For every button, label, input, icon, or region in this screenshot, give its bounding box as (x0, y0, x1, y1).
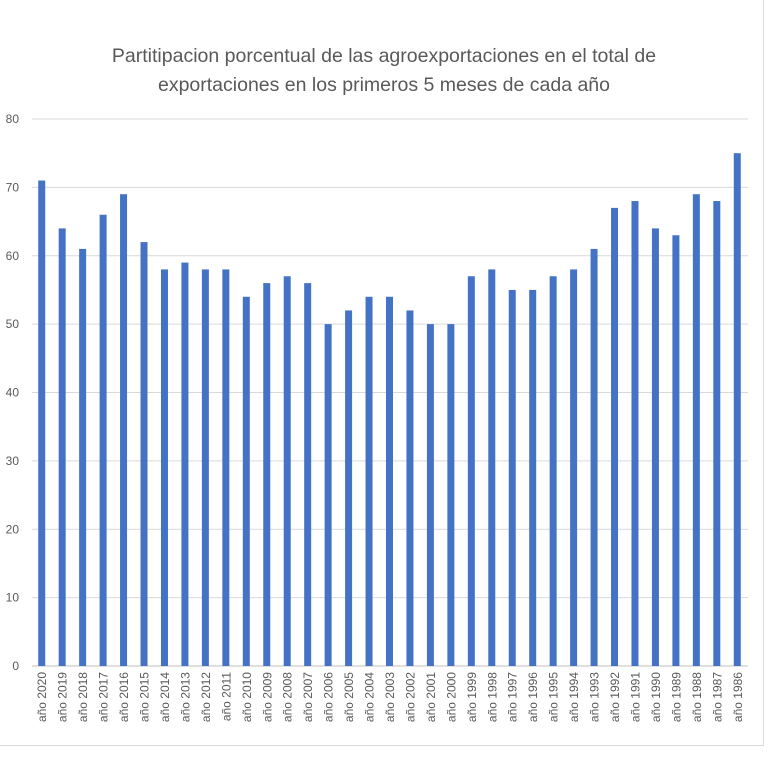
bar (201, 269, 209, 666)
x-tick-label: año 2007 (301, 672, 315, 722)
x-tick-label: año 2017 (97, 672, 111, 722)
x-tick-label: año 2000 (444, 672, 458, 722)
x-tick-label: año 1987 (710, 672, 724, 722)
x-tick-label: año 1990 (649, 672, 663, 722)
x-tick-label: año 2013 (178, 672, 192, 722)
x-tick-label: año 1997 (506, 672, 520, 722)
x-tick-label: año 2006 (322, 672, 336, 722)
x-tick-label: año 2004 (363, 672, 377, 722)
y-tick-label: 0 (12, 659, 19, 673)
bar (672, 235, 680, 667)
chart-title: Partitipacion porcentual de las agroexpo… (0, 42, 768, 100)
x-tick-label: año 1994 (567, 672, 581, 722)
bar (549, 276, 557, 666)
bar (181, 262, 189, 666)
bar (488, 269, 496, 666)
bar (692, 194, 700, 666)
bar (529, 289, 537, 666)
bar (58, 228, 66, 666)
bar (386, 296, 393, 666)
bar (713, 201, 721, 667)
y-tick-label: 70 (6, 180, 20, 194)
x-tick-label: año 2012 (199, 672, 213, 722)
x-tick-label: año 2001 (424, 672, 438, 722)
bar (283, 276, 291, 666)
bar (140, 242, 148, 666)
bar (345, 310, 353, 666)
x-tick-label: año 1999 (465, 672, 479, 722)
bar (508, 289, 516, 666)
bar (406, 310, 414, 666)
chart-title-line-2: exportaciones en los primeros 5 meses de… (157, 74, 610, 96)
x-tick-label: año 2019 (56, 672, 70, 722)
bar (38, 180, 46, 666)
y-tick-label: 30 (6, 454, 20, 468)
chart-title-line-1: Partitipacion porcentual de las agroexpo… (111, 45, 657, 67)
y-tick-label: 60 (6, 249, 20, 263)
bar (365, 296, 373, 666)
y-tick-label: 20 (6, 522, 20, 536)
x-tick-label: año 2011 (219, 672, 233, 721)
chart-frame (0, 0, 764, 746)
y-tick-label: 50 (6, 317, 20, 331)
x-tick-label: año 1991 (628, 672, 642, 722)
x-tick-label: año 2014 (158, 672, 172, 722)
bar (467, 276, 475, 666)
bar (263, 283, 271, 666)
bar (651, 228, 659, 666)
bar (611, 207, 619, 666)
bar (426, 324, 434, 666)
x-tick-label: año 2015 (138, 672, 152, 722)
x-tick-label: año 2005 (342, 672, 356, 722)
x-tick-label: año 1989 (669, 672, 683, 722)
bar (733, 153, 741, 666)
x-tick-label: año 2002 (403, 672, 417, 722)
bar (79, 248, 87, 666)
x-tick-label: año 1988 (690, 672, 704, 722)
x-tick-label: año 1992 (608, 672, 622, 722)
bar (447, 324, 455, 666)
x-tick-label: año 2016 (117, 672, 131, 722)
x-tick-label: año 1998 (485, 672, 499, 722)
x-tick-label: año 2020 (35, 672, 49, 722)
x-tick-label: año 1995 (547, 672, 561, 722)
bar (120, 194, 128, 666)
x-tick-label: año 2003 (383, 672, 397, 722)
bar (631, 201, 639, 667)
x-tick-label: año 2009 (260, 672, 274, 722)
bar (99, 214, 107, 666)
bar (242, 296, 250, 666)
y-tick-label: 10 (6, 591, 20, 605)
bar (222, 269, 230, 666)
y-tick-label: 80 (6, 112, 20, 126)
y-tick-label: 40 (6, 386, 20, 400)
bar (160, 269, 168, 666)
x-tick-label: año 1996 (526, 672, 540, 722)
x-tick-label: año 1986 (731, 672, 745, 722)
x-tick-label: año 2008 (281, 672, 295, 722)
bar (590, 248, 598, 666)
x-tick-label: año 1993 (588, 672, 602, 722)
bar (324, 324, 332, 666)
bar (570, 269, 578, 666)
x-tick-label: año 2010 (240, 672, 254, 722)
x-tick-label: año 2018 (76, 672, 90, 722)
bar (304, 283, 312, 666)
